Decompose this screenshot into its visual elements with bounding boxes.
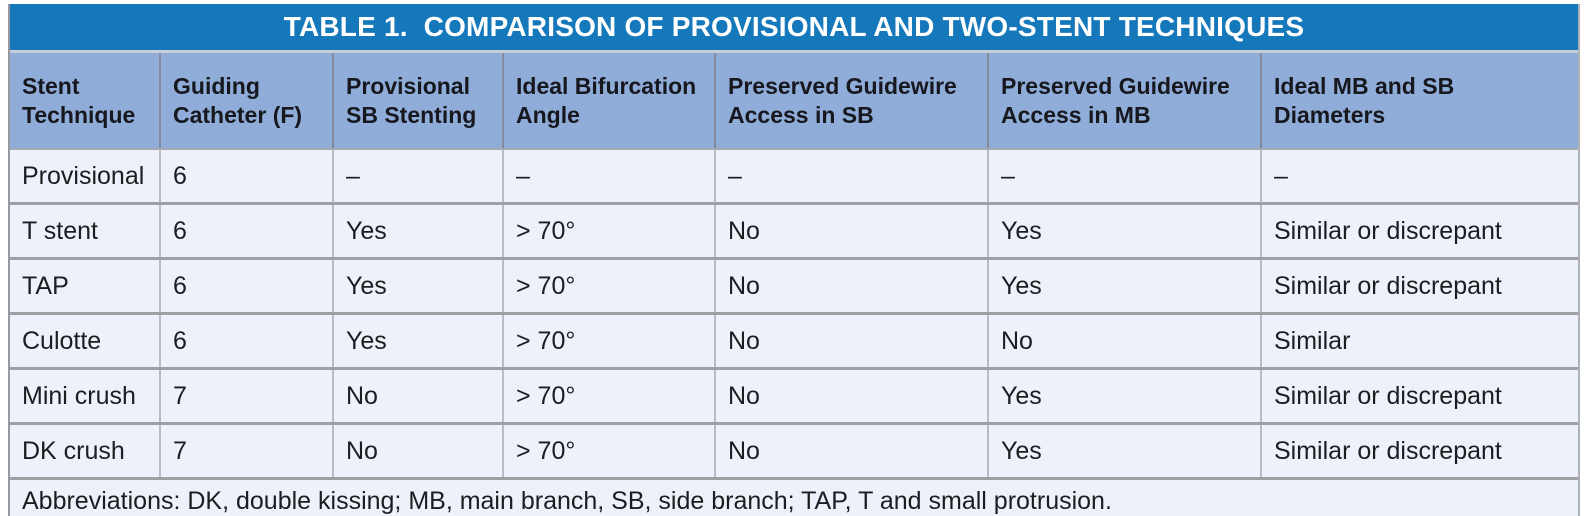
table-cell-angle: > 70° — [502, 205, 714, 257]
table-row-mini-crush: Mini crush 7 No > 70° No Yes Similar or … — [10, 367, 1578, 422]
table-title-bar: TABLE 1. COMPARISON OF PROVISIONAL AND T… — [10, 4, 1578, 53]
table-cell-access-mb: – — [987, 150, 1260, 202]
column-header-stent-technique: Stent Technique — [22, 73, 136, 128]
comparison-table: TABLE 1. COMPARISON OF PROVISIONAL AND T… — [8, 4, 1580, 516]
table-cell-angle: – — [502, 150, 714, 202]
table-cell-access-sb: No — [714, 205, 987, 257]
table-cell-angle: > 70° — [502, 370, 714, 422]
column-header-guidewire-access-sb: Preserved Guidewire Access in SB — [714, 53, 987, 148]
table-cell-catheter: 7 — [159, 425, 332, 477]
table-cell-diameters: Similar or discrepant — [1260, 205, 1578, 257]
table-cell-access-sb: No — [714, 370, 987, 422]
table-title: TABLE 1. COMPARISON OF PROVISIONAL AND T… — [283, 11, 1305, 42]
table-cell-technique: Mini crush — [22, 381, 136, 410]
table-cell-angle: > 70° — [502, 260, 714, 312]
table-cell-diameters: – — [1260, 150, 1578, 202]
table-cell-access-mb: Yes — [987, 260, 1260, 312]
table-cell-access-sb: No — [714, 425, 987, 477]
table-cell-technique: Provisional — [22, 161, 145, 190]
table-cell-diameters: Similar — [1260, 315, 1578, 367]
table-cell-access-mb: Yes — [987, 370, 1260, 422]
table-row-provisional: Provisional 6 – – – – – — [10, 150, 1578, 202]
column-header-provisional-sb-stenting: Provisional SB Stenting — [332, 53, 502, 148]
footnote-text: Abbreviations: DK, double kissing; MB, m… — [22, 487, 1112, 515]
table-cell-sb-stenting: No — [332, 425, 502, 477]
table-row-t-stent: T stent 6 Yes > 70° No Yes Similar or di… — [10, 202, 1578, 257]
table-cell-access-sb: No — [714, 315, 987, 367]
table-cell-technique: DK crush — [22, 436, 125, 465]
table-cell-diameters: Similar or discrepant — [1260, 370, 1578, 422]
table-header-row: Stent Technique Guiding Catheter (F) Pro… — [10, 53, 1578, 150]
column-header-guiding-catheter: Guiding Catheter (F) — [159, 53, 332, 148]
table-cell-catheter: 6 — [159, 150, 332, 202]
table-cell-access-mb: No — [987, 315, 1260, 367]
column-header-ideal-bifurcation-angle: Ideal Bifurcation Angle — [502, 53, 714, 148]
table-cell-access-mb: Yes — [987, 425, 1260, 477]
table-cell-technique: T stent — [22, 216, 98, 245]
table-row-culotte: Culotte 6 Yes > 70° No No Similar — [10, 312, 1578, 367]
column-header-ideal-diameters: Ideal MB and SB Diameters — [1260, 53, 1578, 148]
table-cell-access-sb: – — [714, 150, 987, 202]
table-cell-access-sb: No — [714, 260, 987, 312]
table-cell-catheter: 7 — [159, 370, 332, 422]
column-header-guidewire-access-mb: Preserved Guidewire Access in MB — [987, 53, 1260, 148]
table-cell-sb-stenting: Yes — [332, 205, 502, 257]
table-cell-catheter: 6 — [159, 205, 332, 257]
table-cell-technique: TAP — [22, 271, 69, 300]
table-cell-sb-stenting: No — [332, 370, 502, 422]
table-cell-technique: Culotte — [22, 326, 102, 355]
table-cell-sb-stenting: Yes — [332, 260, 502, 312]
table-row-tap: TAP 6 Yes > 70° No Yes Similar or discre… — [10, 257, 1578, 312]
table-cell-catheter: 6 — [159, 315, 332, 367]
table-row-dk-crush: DK crush 7 No > 70° No Yes Similar or di… — [10, 422, 1578, 477]
table-cell-sb-stenting: Yes — [332, 315, 502, 367]
table-cell-sb-stenting: – — [332, 150, 502, 202]
table-cell-angle: > 70° — [502, 315, 714, 367]
table-cell-diameters: Similar or discrepant — [1260, 425, 1578, 477]
table-cell-angle: > 70° — [502, 425, 714, 477]
table-cell-diameters: Similar or discrepant — [1260, 260, 1578, 312]
table-cell-access-mb: Yes — [987, 205, 1260, 257]
table-cell-catheter: 6 — [159, 260, 332, 312]
footnote-row: Abbreviations: DK, double kissing; MB, m… — [10, 477, 1578, 516]
